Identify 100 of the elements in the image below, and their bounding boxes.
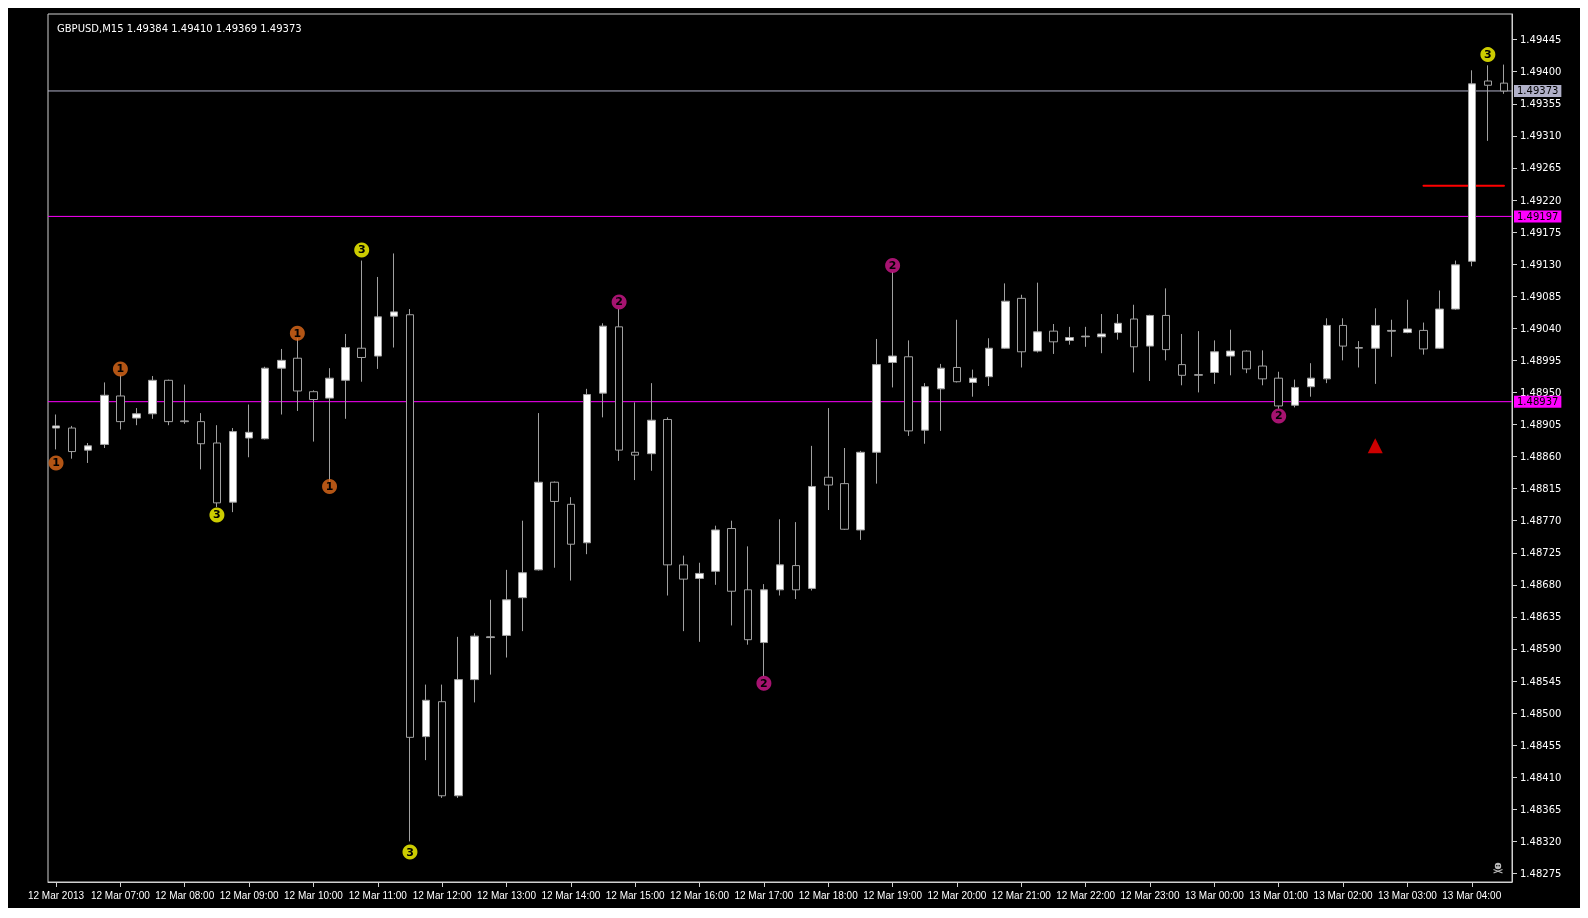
candlestick — [406, 308, 414, 842]
text: 1 — [293, 326, 302, 340]
candlestick — [872, 338, 881, 485]
point — [1367, 438, 1383, 454]
y-tick-label: 1.49130 — [1520, 258, 1562, 270]
candlestick — [550, 480, 559, 569]
ref-line-label: 1.48937 — [1517, 396, 1559, 408]
candlestick — [1130, 304, 1138, 373]
candlestick — [309, 389, 318, 443]
candlestick — [583, 388, 591, 555]
candlestick — [229, 427, 237, 513]
candlestick — [213, 424, 221, 508]
y-tick-label: 1.48635 — [1520, 611, 1562, 623]
candlestick — [840, 447, 849, 531]
text: 3 — [406, 845, 414, 859]
candlestick — [1178, 333, 1186, 386]
candlestick — [567, 496, 575, 582]
candlestick — [261, 366, 269, 440]
candlestick — [760, 583, 768, 677]
text: GBPUSD,M15 1.49384 1.49410 1.49369 1.49373 — [57, 22, 302, 34]
x-tick-label: 12 Mar 08:00 — [155, 889, 215, 901]
candlestick — [599, 322, 607, 418]
candlestick — [647, 382, 656, 472]
candlestick — [341, 333, 350, 420]
x-tick-label: 12 Mar 22:00 — [1056, 889, 1116, 901]
ref-line-label: 1.49373 — [1517, 85, 1559, 97]
candlestick — [116, 374, 125, 430]
x-tick-label: 12 Mar 10:00 — [283, 889, 344, 901]
text: 3 — [213, 508, 221, 522]
y-tick-label: 1.49220 — [1520, 194, 1562, 206]
candlestick — [953, 319, 961, 383]
candlestick — [374, 276, 382, 370]
candlestick — [969, 369, 977, 398]
y-tick-label: 1.48725 — [1520, 547, 1562, 559]
y-tick-label: 1.48320 — [1520, 835, 1562, 847]
y-tick-label: 1.49175 — [1520, 226, 1562, 238]
ref-line-label: 1.49197 — [1517, 210, 1559, 222]
y-tick-label: 1.48410 — [1520, 771, 1562, 783]
candlestick — [1001, 282, 1010, 350]
candlestick — [1258, 349, 1267, 386]
y-tick-label: 1.49400 — [1520, 66, 1562, 78]
candlestick — [180, 384, 189, 425]
candlestick — [164, 379, 173, 426]
x-tick-label: 12 Mar 17:00 — [734, 889, 794, 901]
y-tick-label: 1.48365 — [1520, 803, 1562, 815]
candlestick — [470, 632, 479, 703]
candlestick — [776, 518, 784, 597]
candlestick — [1451, 260, 1460, 311]
candlestick — [824, 407, 833, 511]
candlestick — [357, 260, 366, 383]
candlestick — [1403, 299, 1412, 334]
y-tick-label: 1.49355 — [1520, 98, 1562, 110]
candlestick — [100, 381, 109, 449]
candlestick — [1484, 64, 1492, 142]
candlestick — [68, 425, 76, 460]
candlestick — [985, 337, 993, 387]
candlestick — [1323, 317, 1331, 384]
x-tick-label: 12 Mar 13:00 — [477, 889, 537, 901]
x-tick-label: 12 Mar 2013 — [27, 889, 85, 901]
candlestick — [534, 412, 543, 572]
x-tick-label: 12 Mar 15:00 — [605, 889, 666, 901]
y-tick-label: 1.48815 — [1520, 483, 1562, 495]
series-label: 1 — [52, 456, 60, 470]
candlestick — [1162, 287, 1170, 361]
text: 2 — [615, 295, 623, 309]
candlestick — [454, 636, 463, 799]
candlestick — [1307, 362, 1315, 398]
candlestick — [502, 569, 511, 659]
candlestick — [1017, 294, 1026, 368]
y-tick-label: 1.48905 — [1520, 418, 1562, 430]
y-tick-label: 1.48995 — [1520, 354, 1562, 366]
y-tick-label: 1.48950 — [1520, 386, 1562, 398]
candlestick — [663, 416, 672, 597]
candlestick — [1387, 319, 1396, 358]
x-tick-label: 13 Mar 02:00 — [1313, 889, 1373, 901]
candlestick — [937, 363, 945, 432]
y-tick-label: 1.48860 — [1520, 451, 1562, 463]
candlestick — [1097, 313, 1106, 354]
candlestick — [1146, 314, 1154, 382]
x-tick-label: 12 Mar 14:00 — [541, 889, 601, 901]
x-tick-label: 12 Mar 20:00 — [927, 889, 987, 901]
candlestick — [921, 382, 929, 445]
candlestick — [1291, 379, 1299, 408]
y-tick-label: 1.48545 — [1520, 675, 1562, 687]
candlestick — [1435, 290, 1444, 350]
candlestick — [1419, 322, 1428, 356]
candlestick — [1210, 339, 1219, 385]
candlestick — [1033, 282, 1042, 354]
candlestick — [390, 252, 398, 349]
text: 1 — [116, 362, 125, 376]
y-tick-label: 1.48770 — [1520, 515, 1562, 527]
candlestick — [1065, 326, 1074, 346]
candlestick — [148, 375, 157, 420]
candlestick — [245, 404, 253, 458]
x-tick-label: 13 Mar 01:00 — [1249, 889, 1309, 901]
candlestick — [679, 555, 688, 632]
y-tick-label: 1.48590 — [1520, 643, 1562, 655]
x-tick-label: 13 Mar 03:00 — [1377, 889, 1438, 901]
candlestick — [727, 520, 736, 626]
candlestick — [1274, 371, 1283, 410]
